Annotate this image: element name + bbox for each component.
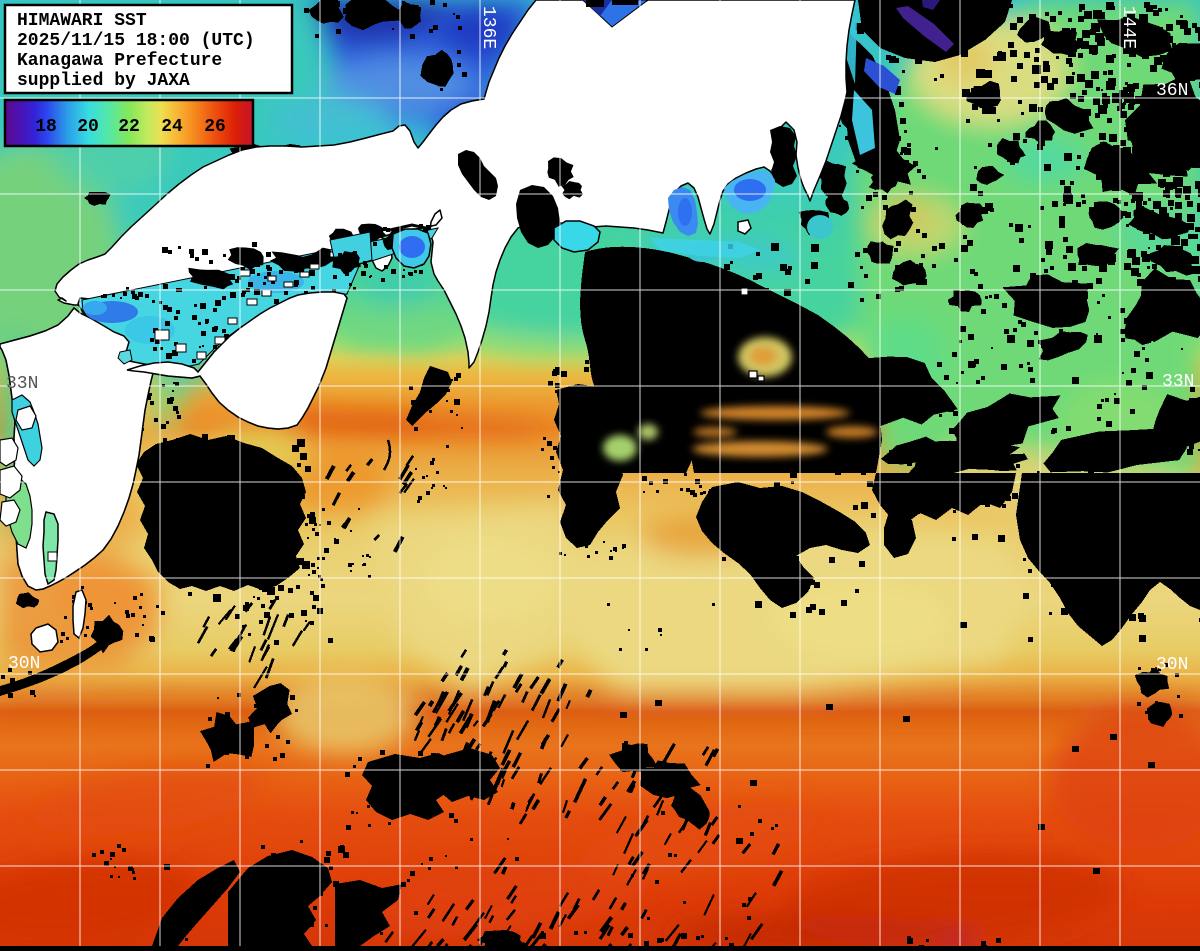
svg-text:18: 18 — [35, 117, 57, 137]
svg-text:33N: 33N — [6, 374, 38, 394]
svg-text:2025/11/15 18:00 (UTC): 2025/11/15 18:00 (UTC) — [17, 31, 255, 51]
svg-text:22: 22 — [118, 117, 140, 137]
svg-text:136E: 136E — [478, 6, 498, 49]
svg-text:20: 20 — [77, 117, 99, 137]
svg-text:30N: 30N — [8, 654, 40, 674]
svg-text:Kanagawa Prefecture: Kanagawa Prefecture — [17, 51, 222, 71]
svg-text:24: 24 — [161, 117, 183, 137]
svg-text:36N: 36N — [1156, 81, 1188, 101]
svg-text:supplied by JAXA: supplied by JAXA — [17, 71, 190, 91]
svg-text:30N: 30N — [1156, 655, 1188, 675]
svg-text:26: 26 — [204, 117, 226, 137]
svg-text:144E: 144E — [1118, 6, 1138, 49]
svg-text:33N: 33N — [1162, 372, 1194, 392]
svg-text:HIMAWARI SST: HIMAWARI SST — [17, 11, 147, 31]
